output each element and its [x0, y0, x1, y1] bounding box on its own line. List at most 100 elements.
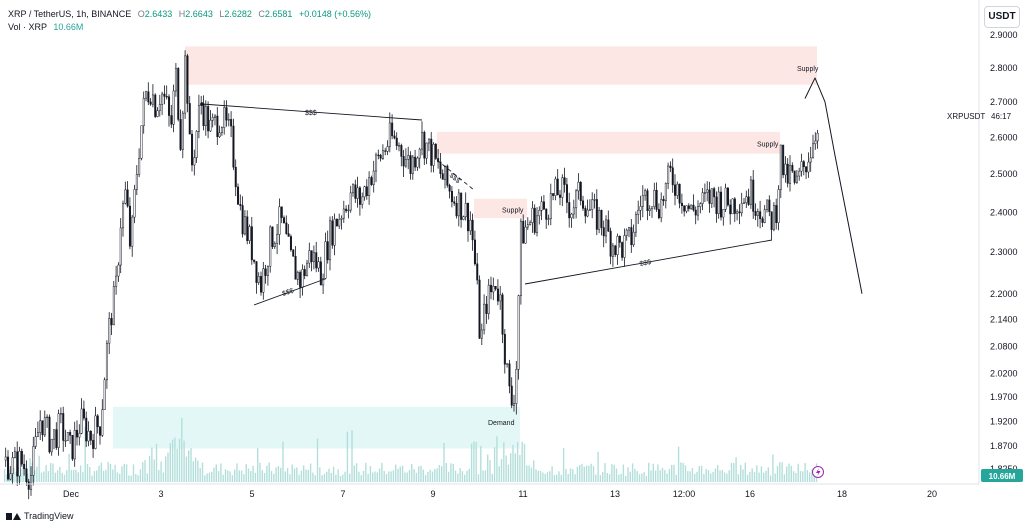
candle-body	[701, 192, 704, 204]
candle-body	[80, 408, 83, 434]
tradingview-brand-text: TradingView	[24, 511, 74, 521]
x-tick-label: 13	[610, 489, 620, 499]
candle-body	[533, 207, 536, 233]
volume-bar	[174, 437, 176, 482]
candle-body	[464, 203, 467, 218]
volume-bar	[45, 465, 47, 482]
volume-bar	[740, 464, 742, 482]
volume-bar	[664, 469, 666, 482]
projection-curve	[804, 77, 863, 294]
candle-body	[177, 68, 180, 120]
candle-body	[513, 403, 516, 406]
volume-bar	[280, 467, 282, 482]
candle-body	[637, 210, 640, 215]
volume-bar	[671, 464, 673, 482]
volume-bar	[443, 442, 445, 482]
candle-body	[602, 227, 605, 237]
volume-bar	[277, 466, 280, 482]
volume-bar	[776, 465, 779, 482]
candle-body	[25, 468, 28, 483]
candle-body	[685, 205, 688, 212]
volume-bar	[286, 468, 289, 482]
candle-body	[283, 217, 286, 224]
candle-body	[193, 157, 196, 166]
volume-bar	[328, 468, 330, 482]
open-value: 2.6433	[144, 9, 173, 19]
volume-bar	[261, 470, 263, 482]
candle-body	[89, 430, 92, 441]
candle-body	[239, 204, 242, 206]
volume-bar	[215, 464, 217, 482]
supply-label: Supply	[757, 141, 779, 148]
candle-body	[724, 187, 727, 210]
volume-bar	[700, 465, 703, 482]
low-value: 2.6282	[224, 9, 252, 19]
volume-bar	[549, 471, 551, 482]
tradingview-logo-icon	[6, 512, 21, 521]
candle-body	[214, 115, 217, 118]
volume-bar	[395, 464, 397, 482]
volume-bar	[243, 474, 245, 482]
volume-bar	[404, 472, 406, 482]
volume-bar	[572, 469, 574, 482]
candle-body	[554, 178, 557, 196]
candle-body	[595, 199, 598, 230]
candle-body	[708, 189, 711, 204]
candle-body	[207, 106, 210, 132]
candle-body	[694, 209, 697, 216]
candle-body	[87, 430, 90, 442]
volume-bar	[604, 463, 606, 482]
candle-body	[345, 208, 348, 212]
candle-body	[674, 184, 677, 196]
volume-bar	[717, 465, 719, 482]
x-tick-label: 9	[430, 489, 435, 499]
candle-body	[752, 179, 755, 212]
volume-indicator-label[interactable]: Vol · XRP	[8, 22, 47, 32]
volume-bar	[185, 456, 188, 482]
candle-body	[384, 150, 387, 152]
tradingview-branding[interactable]: TradingView	[6, 511, 74, 521]
volume-bar	[392, 470, 395, 482]
volume-bar	[77, 472, 79, 482]
candle-body	[501, 294, 504, 335]
close-label: C	[258, 9, 265, 19]
volume-bar	[79, 465, 82, 482]
candle-body	[476, 263, 479, 281]
symbol-title[interactable]: XRP / TetherUS, 1h, BINANCE	[8, 9, 132, 19]
candle-body	[473, 239, 476, 265]
volume-bar	[319, 467, 321, 482]
volume-value-tag	[981, 469, 1023, 482]
volume-bar	[493, 447, 496, 482]
volume-bar	[668, 468, 671, 482]
candle-body	[292, 249, 295, 257]
volume-bar	[733, 462, 735, 482]
volume-bar	[240, 470, 243, 482]
volume-bar	[20, 469, 22, 482]
candle-body	[358, 187, 361, 205]
candle-body	[761, 218, 764, 223]
candle-body	[59, 413, 62, 415]
volume-bar	[558, 471, 560, 482]
volume-bar	[312, 472, 314, 482]
currency-button[interactable]: USDT	[984, 6, 1020, 28]
volume-bar	[275, 467, 277, 482]
candle-body	[4, 456, 7, 461]
volume-bar	[43, 471, 45, 482]
volume-bar	[346, 431, 349, 482]
volume-bar	[788, 463, 790, 482]
volume-bar	[696, 471, 698, 482]
volume-bar	[160, 461, 162, 482]
candle-body	[326, 241, 329, 261]
candle-body	[99, 426, 102, 436]
candle-body	[50, 438, 53, 453]
volume-bar	[500, 459, 503, 482]
volume-bar	[109, 463, 112, 482]
volume-bar	[475, 441, 477, 482]
candle-body	[27, 481, 30, 490]
candle-body	[273, 243, 276, 248]
x-tick-label: 18	[837, 489, 847, 499]
volume-bar	[56, 470, 59, 482]
candle-body	[605, 219, 608, 237]
